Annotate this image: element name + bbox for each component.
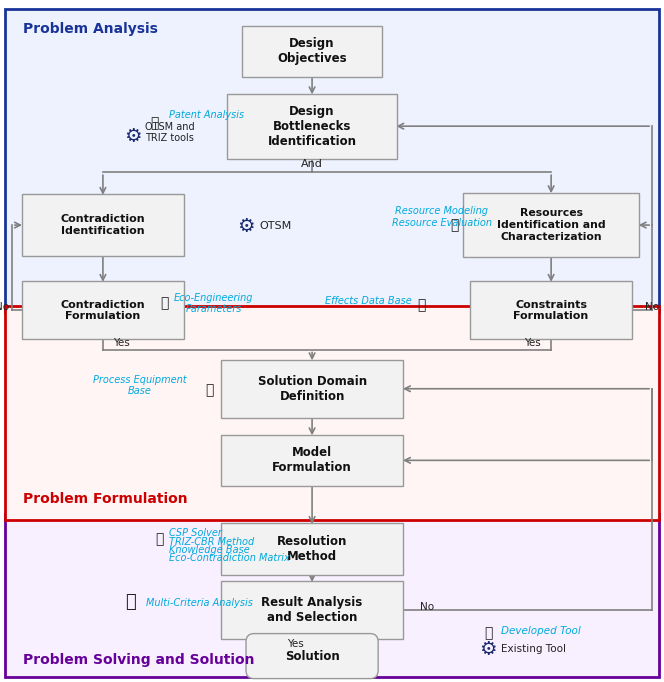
Text: Knowledge Base: Knowledge Base (169, 545, 250, 554)
Text: No: No (0, 302, 9, 312)
Text: 🔧: 🔧 (155, 532, 163, 546)
Text: No: No (420, 602, 434, 612)
FancyBboxPatch shape (220, 360, 403, 417)
Text: Resolution
Method: Resolution Method (277, 535, 347, 563)
Text: Eco-Engineering
Parameters: Eco-Engineering Parameters (174, 293, 254, 314)
Text: 🔧: 🔧 (484, 626, 492, 640)
Text: ⚙: ⚙ (124, 127, 141, 146)
Text: Yes: Yes (113, 338, 129, 348)
Text: Contradiction
Identification: Contradiction Identification (60, 214, 145, 236)
Text: Process Equipment
Base: Process Equipment Base (92, 374, 187, 396)
FancyBboxPatch shape (5, 9, 659, 312)
Text: Resources
Identification and
Characterization: Resources Identification and Characteriz… (497, 209, 606, 241)
FancyBboxPatch shape (242, 25, 382, 76)
Text: No: No (645, 302, 659, 312)
Text: CSP Solver: CSP Solver (169, 529, 222, 538)
Text: Effects Data Base: Effects Data Base (325, 297, 412, 306)
FancyBboxPatch shape (5, 306, 659, 520)
Text: OTSM: OTSM (259, 222, 291, 231)
Text: Developed Tool: Developed Tool (501, 626, 581, 636)
Text: Eco-Contradiction Matrix: Eco-Contradiction Matrix (169, 553, 290, 563)
FancyBboxPatch shape (220, 524, 403, 574)
Text: Problem Formulation: Problem Formulation (23, 492, 188, 506)
Text: Yes: Yes (287, 639, 304, 649)
Text: Design
Bottlenecks
Identification: Design Bottlenecks Identification (268, 104, 357, 148)
Text: OTSM and
TRIZ tools: OTSM and TRIZ tools (145, 121, 195, 143)
FancyBboxPatch shape (5, 514, 659, 677)
FancyBboxPatch shape (246, 634, 378, 679)
FancyBboxPatch shape (469, 281, 632, 339)
Text: Existing Tool: Existing Tool (501, 644, 566, 654)
FancyBboxPatch shape (463, 192, 639, 257)
Text: Problem Solving and Solution: Problem Solving and Solution (23, 653, 255, 667)
FancyBboxPatch shape (220, 581, 403, 640)
Text: Constraints
Formulation: Constraints Formulation (513, 299, 589, 321)
Text: Yes: Yes (525, 338, 541, 348)
Text: TRIZ-CBR Method: TRIZ-CBR Method (169, 537, 254, 546)
Text: Solution: Solution (285, 649, 339, 663)
Text: 🔧: 🔧 (418, 299, 426, 312)
Text: 🔧: 🔧 (451, 218, 459, 232)
Text: Result Analysis
and Selection: Result Analysis and Selection (262, 596, 363, 625)
FancyBboxPatch shape (22, 194, 185, 256)
Text: Contradiction
Formulation: Contradiction Formulation (60, 299, 145, 321)
FancyBboxPatch shape (22, 281, 185, 339)
Text: Solution Domain
Definition: Solution Domain Definition (258, 374, 367, 403)
Text: 🔧: 🔧 (150, 116, 158, 130)
Text: ⚙: ⚙ (479, 640, 497, 659)
Text: Problem Analysis: Problem Analysis (23, 22, 158, 36)
Text: Resource Modeling
Resource Evaluation: Resource Modeling Resource Evaluation (392, 206, 492, 228)
FancyBboxPatch shape (220, 435, 403, 486)
FancyBboxPatch shape (227, 94, 396, 159)
Text: And: And (301, 159, 323, 169)
Text: Patent Analysis: Patent Analysis (169, 110, 244, 119)
Text: Model
Formulation: Model Formulation (272, 446, 352, 475)
Text: 🔧: 🔧 (161, 297, 169, 310)
Text: Design
Objectives: Design Objectives (278, 37, 347, 65)
Text: 🔧: 🔧 (125, 593, 136, 610)
Text: Multi-Criteria Analysis: Multi-Criteria Analysis (146, 598, 253, 608)
Text: ⚙: ⚙ (237, 217, 254, 236)
Text: 🔧: 🔧 (206, 383, 214, 397)
